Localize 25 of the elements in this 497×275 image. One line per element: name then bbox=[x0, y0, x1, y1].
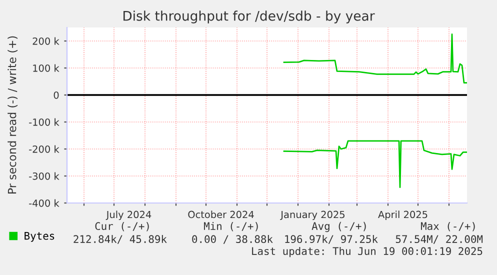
legend-label: Bytes bbox=[24, 232, 54, 242]
x-tick-label: October 2024 bbox=[188, 210, 254, 218]
text: Min (-/+) bbox=[204, 222, 258, 232]
y-tick-label: -400 k bbox=[29, 199, 60, 207]
line-series bbox=[283, 140, 467, 188]
y-tick-label: 100 k bbox=[33, 64, 60, 72]
text: Max (-/+) bbox=[420, 222, 475, 232]
text: 57.54M/ 22.00M bbox=[396, 235, 483, 244]
text: Cur (-/+) bbox=[95, 222, 149, 232]
y-tick-label: -300 k bbox=[29, 172, 60, 180]
text: 196.97k/ 97.25k bbox=[285, 234, 378, 244]
line-series bbox=[283, 34, 467, 84]
x-tick-label: April 2025 bbox=[378, 210, 428, 220]
text: 0.00 / 38.88k bbox=[192, 234, 273, 244]
text: Avg (-/+) bbox=[312, 222, 366, 232]
y-tick-label: -100 k bbox=[29, 118, 60, 126]
chart-title: Disk throughput for /dev/sdb - by year bbox=[124, 10, 375, 24]
text: Last update: Thu Jun 19 00:01:19 2025 bbox=[252, 246, 482, 258]
text: 212.84k/ 45.89k bbox=[74, 234, 167, 244]
y-tick-label: 0 bbox=[54, 91, 59, 99]
x-tick-label: January 2025 bbox=[280, 210, 344, 220]
y-tick-label: -200 k bbox=[29, 145, 60, 153]
x-tick-label: July 2024 bbox=[106, 210, 152, 220]
y-axis-title: Pr second read (-) / write (+) bbox=[8, 36, 18, 194]
y-tick-label: 200 k bbox=[32, 37, 60, 45]
